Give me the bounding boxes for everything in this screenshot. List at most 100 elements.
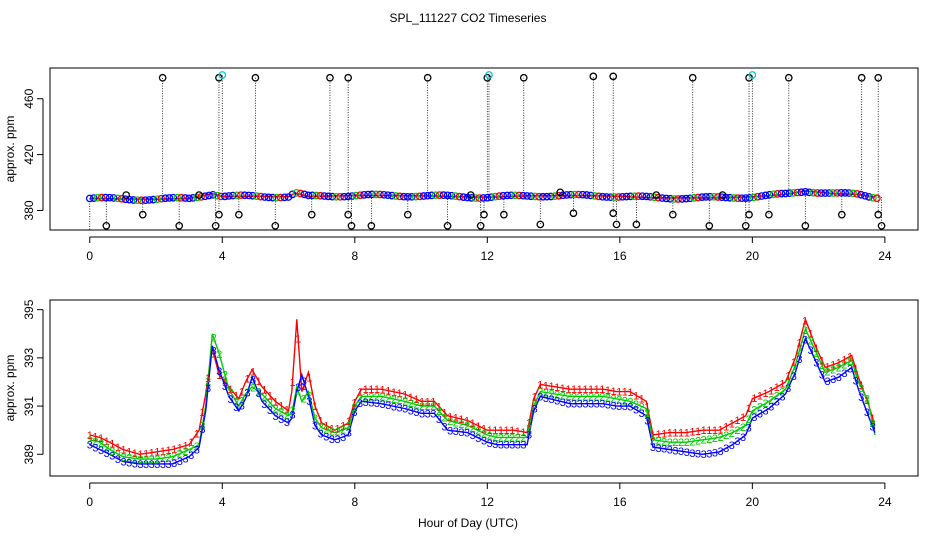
dip-point [877,221,886,230]
series-2-point: 2 [796,346,802,358]
series-2-point: 2 [436,406,442,418]
baseline-point [205,191,213,200]
baseline-point [630,192,639,201]
series-1-point: 1 [627,387,633,399]
series-3-point: 3 [199,424,205,436]
series-2-point: 2 [537,387,543,399]
series-1-point: 1 [639,394,645,406]
series-2-point: 2 [560,390,566,402]
series-3-point: 3 [520,440,526,452]
series-2-point: 2 [396,395,402,407]
dip-point [211,221,220,230]
series-1-point: 1 [824,362,830,374]
series-3-point: 3 [836,372,842,384]
baseline-point [197,193,205,201]
baseline-point [272,193,281,202]
baseline-point [85,194,94,203]
series-2-point: 2 [301,393,307,405]
series-1-point: 1 [363,384,369,396]
series-2-point: 2 [233,397,239,409]
dip-point [668,210,677,219]
series-3-point: 3 [92,442,98,454]
series-2-point: 2 [492,432,498,444]
baseline-point [388,191,396,200]
series-1-point: 1 [227,384,233,396]
series-3-point: 3 [791,371,797,383]
raw-point [652,191,661,199]
series-3-point: 3 [661,444,667,456]
series-3-point: 3 [667,445,673,457]
baseline-point [761,191,770,200]
series-2-point: 2 [149,454,155,466]
series-2-point: 2 [464,420,470,432]
dip-point [741,221,750,230]
series-3-point: 3 [610,401,616,413]
series-3-point: 3 [779,392,785,404]
baseline-point [296,189,305,198]
bottom-ylabel: approx. ppm [3,355,17,422]
series-3-point: 3 [408,405,414,417]
series-2-point: 2 [109,446,115,458]
baseline-point [256,192,265,201]
baseline-point [336,192,345,201]
baseline-point [729,194,738,202]
series-2-point: 2 [171,451,177,463]
series-1-point: 1 [689,427,695,439]
dip-point [874,210,883,219]
series-2-point: 2 [819,360,825,372]
raw-point [195,191,203,199]
series-3-point: 3 [340,432,346,444]
series-1-point: 1 [819,355,825,367]
baseline-point [244,191,253,200]
series-3-point: 3 [870,422,876,434]
dip-point [215,210,223,219]
series-2-point: 2 [639,401,645,413]
series-3-point: 3 [605,400,611,412]
series-1-point: 1 [644,401,650,413]
series-3-point: 3 [549,394,555,406]
baseline-point [857,190,865,199]
dip-point [307,210,316,219]
baseline-point [427,191,436,200]
series-3-point: 3 [447,426,453,438]
series-2-point: 2 [734,425,740,437]
series-1-point: 1 [430,396,436,408]
series-3-point: 3 [188,450,194,462]
series-2-point: 2 [594,391,600,403]
baseline-point [236,191,245,200]
series-1-point: 1 [98,433,104,445]
baseline-point [316,191,325,200]
baseline-point [499,191,508,200]
baseline-point [539,192,547,201]
series-3-point: 3 [808,345,814,357]
series-3-point: 3 [132,458,138,470]
baseline-point [507,191,516,200]
series-2-point: 2 [526,423,532,435]
dip-point [102,221,111,230]
series-3-point: 3 [329,434,335,446]
baseline-point [515,191,523,200]
baseline-point [280,193,289,202]
series-2-point: 2 [627,397,633,409]
series-2-point: 2 [543,388,549,400]
baseline-point [288,190,297,199]
baseline-point [360,191,368,199]
series-2-point: 2 [667,437,673,449]
series-1-point: 1 [425,396,431,408]
series-1-point: 1 [120,445,126,457]
baseline-point [773,189,782,198]
baseline-point [570,190,579,199]
series-3-point: 3 [273,411,279,423]
baseline-point [801,187,810,196]
y-tick-label: 389 [22,444,36,464]
series-1-point: 1 [278,401,284,413]
series-1-point: 1 [836,358,842,370]
series-3-point: 3 [633,405,639,417]
series-3-point: 3 [734,436,740,448]
series-2-point: 2 [656,436,662,448]
series-1-point: 1 [503,425,509,437]
x-tick-label: 24 [878,495,892,509]
series-2-point: 2 [211,333,217,345]
series-3-point: 3 [239,400,245,412]
series-3-point: 3 [577,399,583,411]
